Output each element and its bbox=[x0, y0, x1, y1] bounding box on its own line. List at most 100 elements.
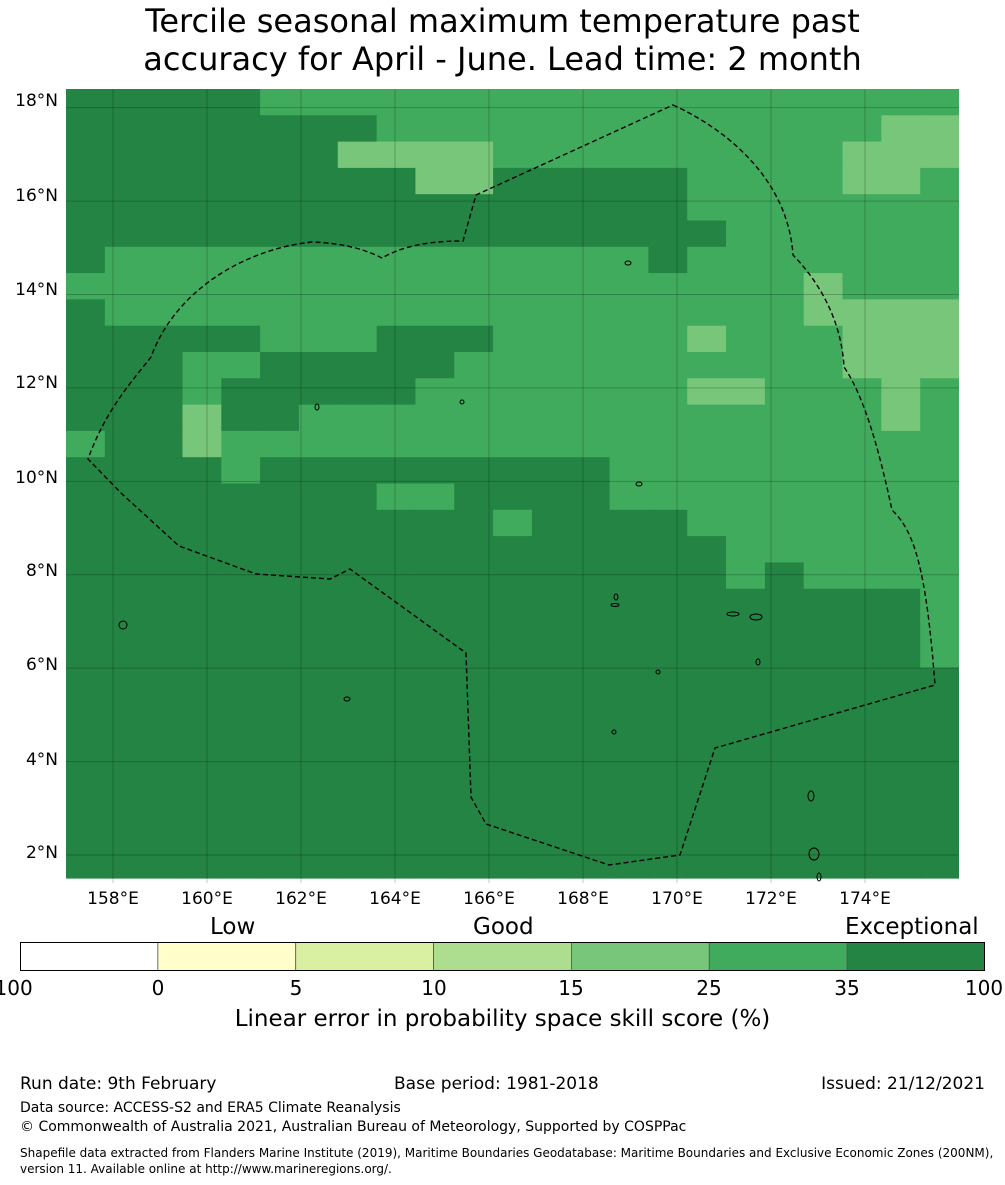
skill-cell bbox=[842, 89, 882, 116]
skill-cell bbox=[803, 772, 844, 800]
skill-cell bbox=[376, 115, 417, 143]
skill-cell bbox=[143, 509, 184, 537]
skill-cell bbox=[66, 378, 106, 406]
skill-cell bbox=[415, 799, 455, 826]
skill-cell bbox=[764, 509, 805, 537]
skill-cell bbox=[104, 141, 145, 169]
skill-cell bbox=[920, 404, 959, 432]
skill-cell bbox=[337, 825, 378, 853]
skill-cell bbox=[531, 851, 572, 879]
skill-cell bbox=[182, 115, 222, 143]
skill-cell bbox=[337, 641, 378, 669]
skill-cell bbox=[531, 483, 572, 511]
skill-cell bbox=[764, 220, 805, 248]
colorbar-segment bbox=[157, 942, 297, 971]
skill-cell bbox=[454, 273, 494, 300]
skill-cell bbox=[687, 115, 727, 143]
skill-cell bbox=[66, 772, 106, 800]
skill-cell bbox=[764, 536, 805, 563]
skill-cell bbox=[531, 220, 572, 248]
lon-tick-168e: 168°E bbox=[557, 889, 609, 909]
skill-cell bbox=[570, 89, 611, 116]
skill-cell bbox=[920, 641, 959, 669]
skill-cell bbox=[221, 457, 261, 485]
skill-cell bbox=[221, 746, 261, 774]
skill-cell bbox=[66, 325, 106, 353]
skill-cell bbox=[337, 404, 378, 432]
island bbox=[459, 399, 465, 405]
skill-cell bbox=[376, 220, 417, 248]
skill-cell bbox=[764, 851, 805, 879]
skill-cell bbox=[609, 799, 649, 826]
skill-cell bbox=[298, 851, 339, 879]
skill-cell bbox=[920, 851, 959, 879]
skill-cell bbox=[842, 325, 882, 353]
skill-cell bbox=[493, 325, 533, 353]
skill-cell bbox=[920, 720, 959, 748]
skill-cell bbox=[531, 89, 572, 116]
island bbox=[635, 481, 643, 487]
skill-cell bbox=[687, 89, 727, 116]
skill-cell bbox=[609, 115, 649, 143]
skill-cell bbox=[726, 483, 766, 511]
skill-cell bbox=[687, 246, 727, 274]
skill-cell bbox=[920, 115, 959, 143]
skill-cell bbox=[764, 430, 805, 458]
skill-cell bbox=[493, 746, 533, 774]
skill-cell bbox=[764, 378, 805, 406]
skill-cell bbox=[221, 615, 261, 642]
skill-cell bbox=[531, 588, 572, 616]
skill-cell bbox=[881, 509, 921, 537]
skill-cell bbox=[454, 509, 494, 537]
skill-cell bbox=[881, 141, 921, 169]
skill-cell bbox=[337, 378, 378, 406]
skill-cell bbox=[726, 772, 766, 800]
skill-cell bbox=[920, 693, 959, 721]
lon-tick-160e: 160°E bbox=[181, 889, 233, 909]
skill-cell bbox=[415, 641, 455, 669]
skill-cell bbox=[298, 536, 339, 563]
skill-cell bbox=[881, 667, 921, 695]
skill-cell bbox=[182, 299, 222, 327]
skill-cell bbox=[803, 851, 844, 879]
skill-cell bbox=[221, 851, 261, 879]
skill-cell bbox=[764, 115, 805, 143]
skill-cell bbox=[648, 562, 688, 590]
skill-cell bbox=[842, 194, 882, 222]
skill-cell bbox=[104, 825, 145, 853]
skill-cell bbox=[920, 667, 959, 695]
island bbox=[749, 613, 763, 621]
skill-cell bbox=[803, 562, 844, 590]
skill-cell bbox=[298, 167, 339, 195]
skill-cell bbox=[66, 299, 106, 327]
skill-cell bbox=[337, 89, 378, 116]
skill-cell bbox=[764, 588, 805, 616]
skill-cell bbox=[609, 457, 649, 485]
skill-cell bbox=[337, 194, 378, 222]
skill-cell bbox=[298, 693, 339, 721]
skill-cell bbox=[920, 273, 959, 300]
skill-cell bbox=[454, 167, 494, 195]
skill-cell bbox=[415, 299, 455, 327]
skill-cell bbox=[920, 167, 959, 195]
skill-cell bbox=[66, 430, 106, 458]
skill-cell bbox=[415, 457, 455, 485]
skill-cell bbox=[104, 404, 145, 432]
shapefile-credit: Shapefile data extracted from Flanders M… bbox=[20, 1146, 994, 1176]
skill-cell bbox=[182, 246, 222, 274]
skill-cell bbox=[570, 799, 611, 826]
skill-cell bbox=[337, 115, 378, 143]
skill-cell bbox=[493, 378, 533, 406]
skill-cell bbox=[764, 325, 805, 353]
skill-cell bbox=[454, 352, 494, 379]
skill-cell bbox=[531, 799, 572, 826]
skill-cell bbox=[687, 746, 727, 774]
skill-cell bbox=[104, 720, 145, 748]
skill-cell bbox=[260, 720, 300, 748]
island bbox=[808, 847, 820, 861]
skill-cell bbox=[842, 588, 882, 616]
colorbar-label: Linear error in probability space skill … bbox=[234, 1006, 771, 1032]
skill-cell bbox=[881, 772, 921, 800]
skill-cell bbox=[531, 115, 572, 143]
skill-cell bbox=[493, 509, 533, 537]
